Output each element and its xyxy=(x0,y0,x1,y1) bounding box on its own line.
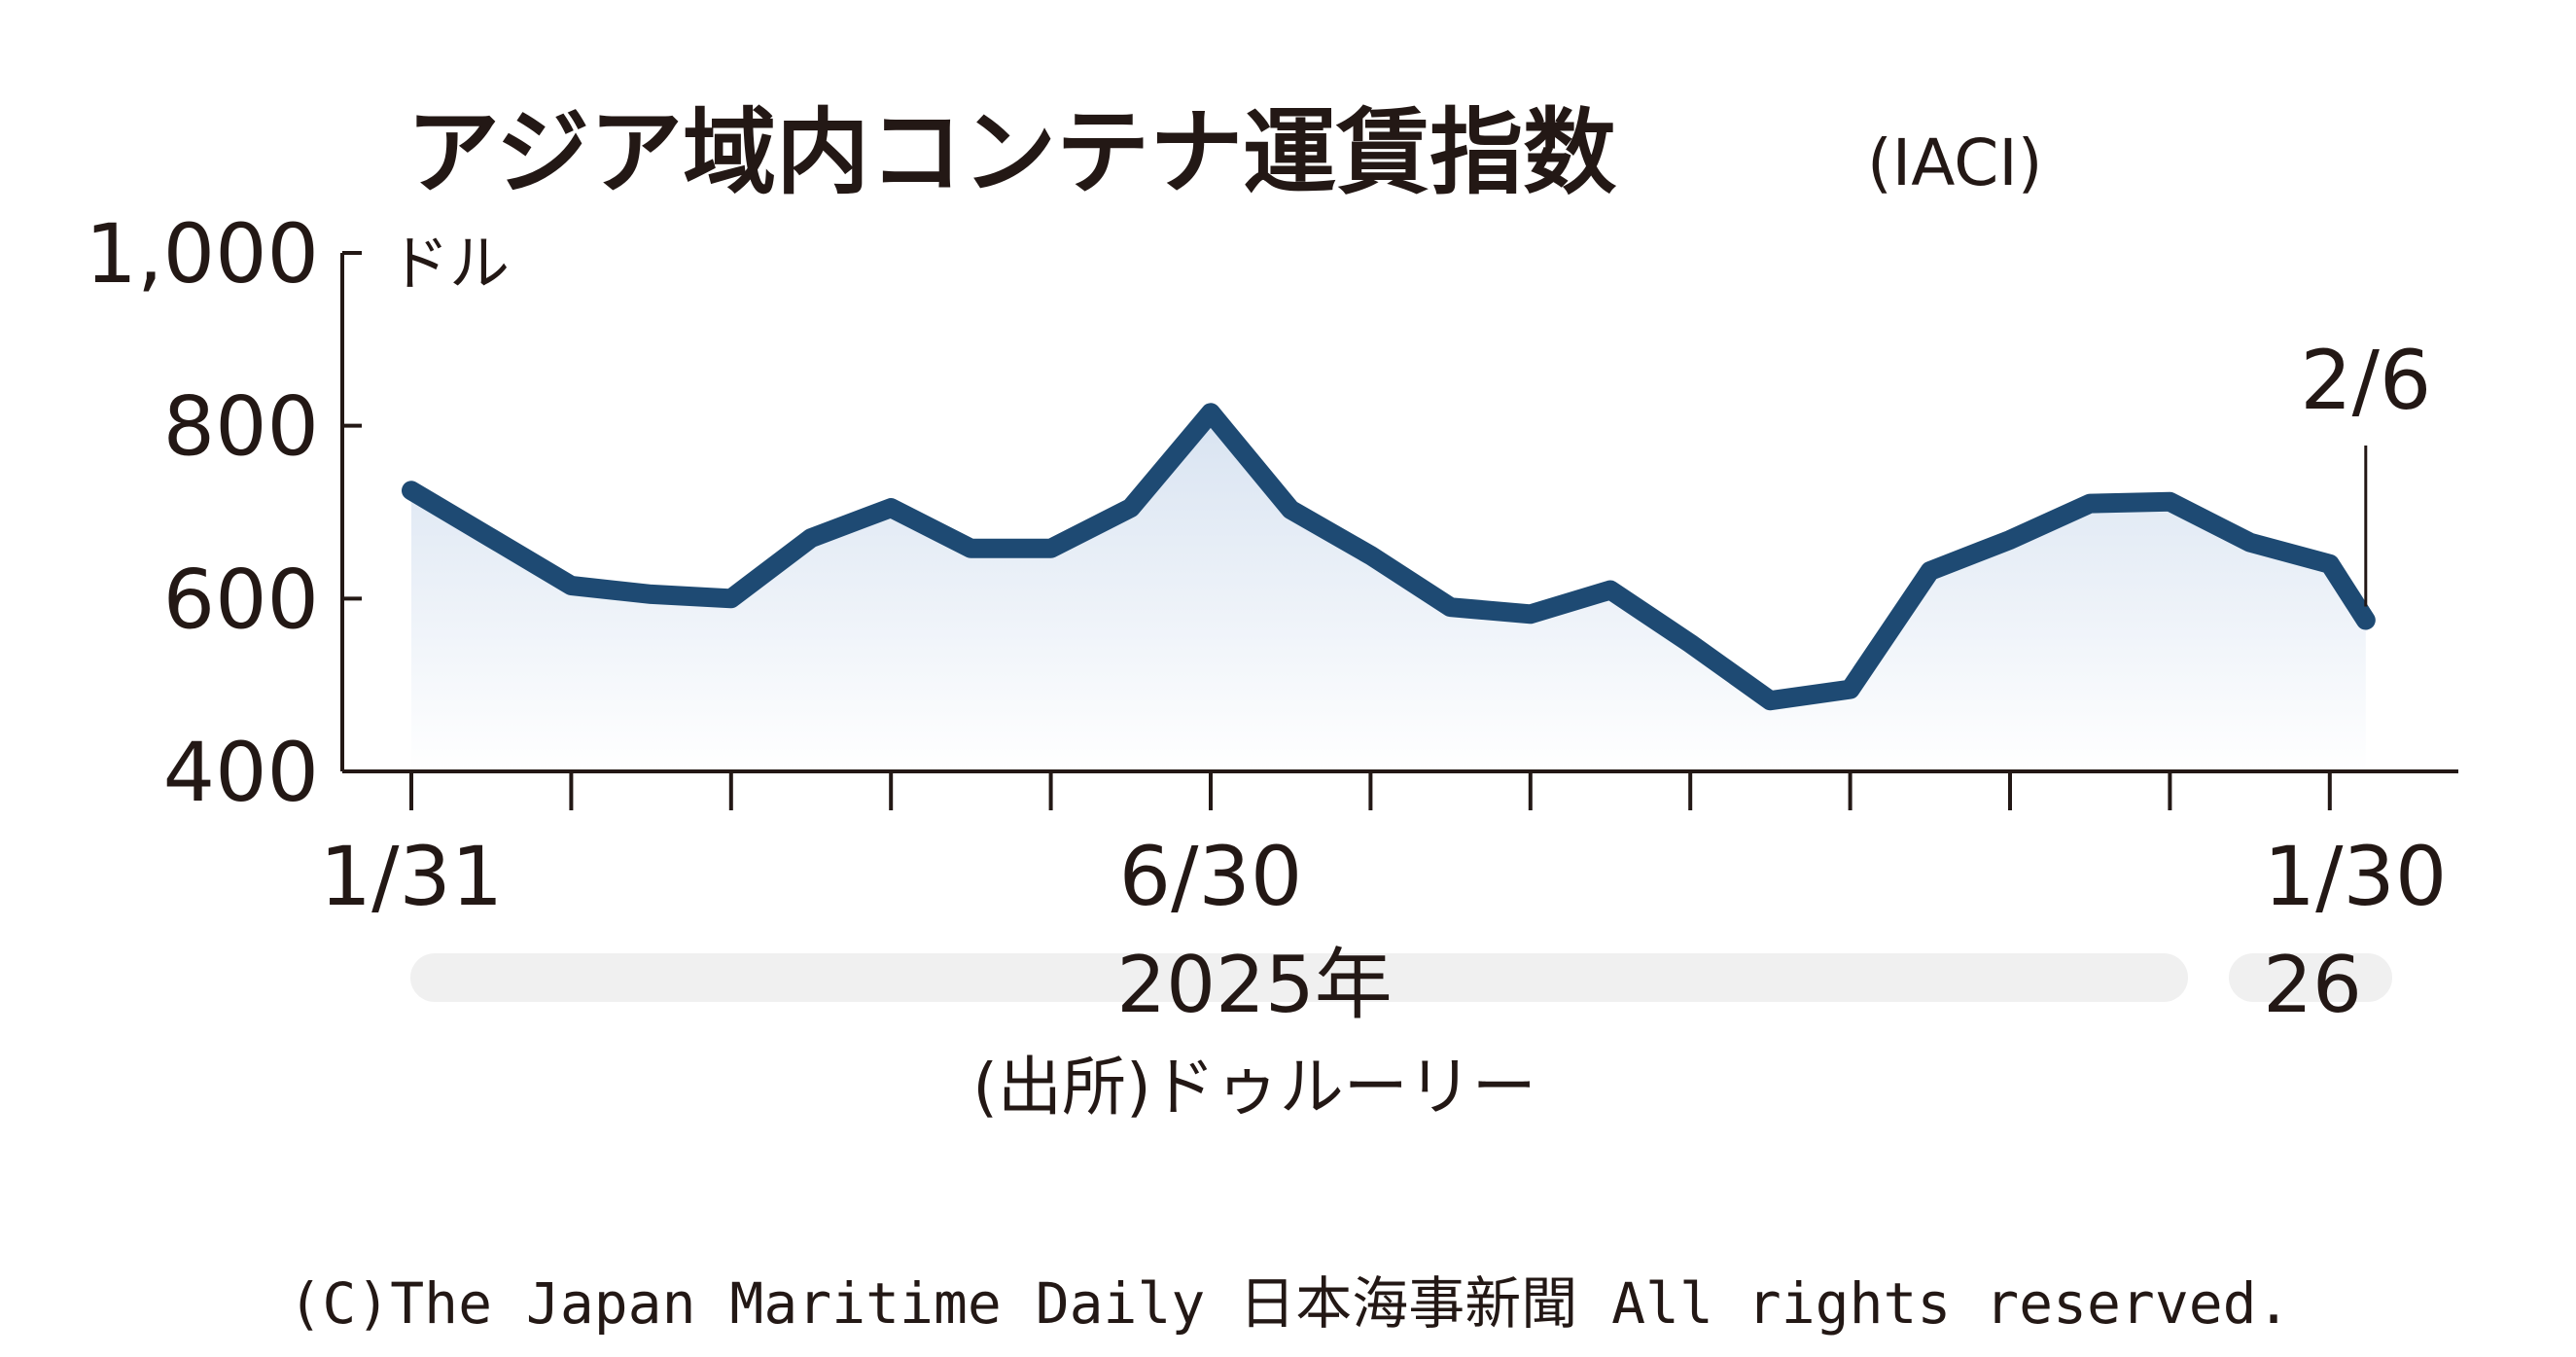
annotation-label: 2/6 xyxy=(2300,333,2431,428)
year-bar-2026 xyxy=(2229,953,2392,1002)
y-tick-label: 800 xyxy=(163,379,319,475)
x-tick-label-6-30: 6/30 xyxy=(1119,829,1303,924)
year-bar-2025 xyxy=(410,953,2188,1002)
year-label-2025: 2025年 xyxy=(1116,940,1393,1030)
y-unit-label: ドル xyxy=(389,228,510,299)
x-tick-label-1-30: 1/30 xyxy=(2264,829,2448,924)
y-tick-label: 600 xyxy=(163,552,319,647)
copyright-footer: (C)The Japan Maritime Daily 日本海事新聞 All r… xyxy=(288,1270,2290,1337)
series-line xyxy=(402,403,2376,711)
y-axis-ticks: 1,000 800 600 400 xyxy=(86,206,362,820)
area-fill xyxy=(411,412,2366,771)
y-tick-label: 1,000 xyxy=(86,206,319,302)
y-tick-label: 400 xyxy=(163,725,319,820)
year-label-2026: 26 xyxy=(2263,940,2362,1030)
chart-title: アジア域内コンテナ運賃指数 xyxy=(406,98,1616,207)
chart-title-suffix: (IACI) xyxy=(1867,125,2043,200)
x-tick-label-1-31: 1/31 xyxy=(320,829,504,924)
source-note: (出所)ドゥルーリー xyxy=(972,1050,1536,1125)
x-axis-ticks xyxy=(409,771,2332,810)
